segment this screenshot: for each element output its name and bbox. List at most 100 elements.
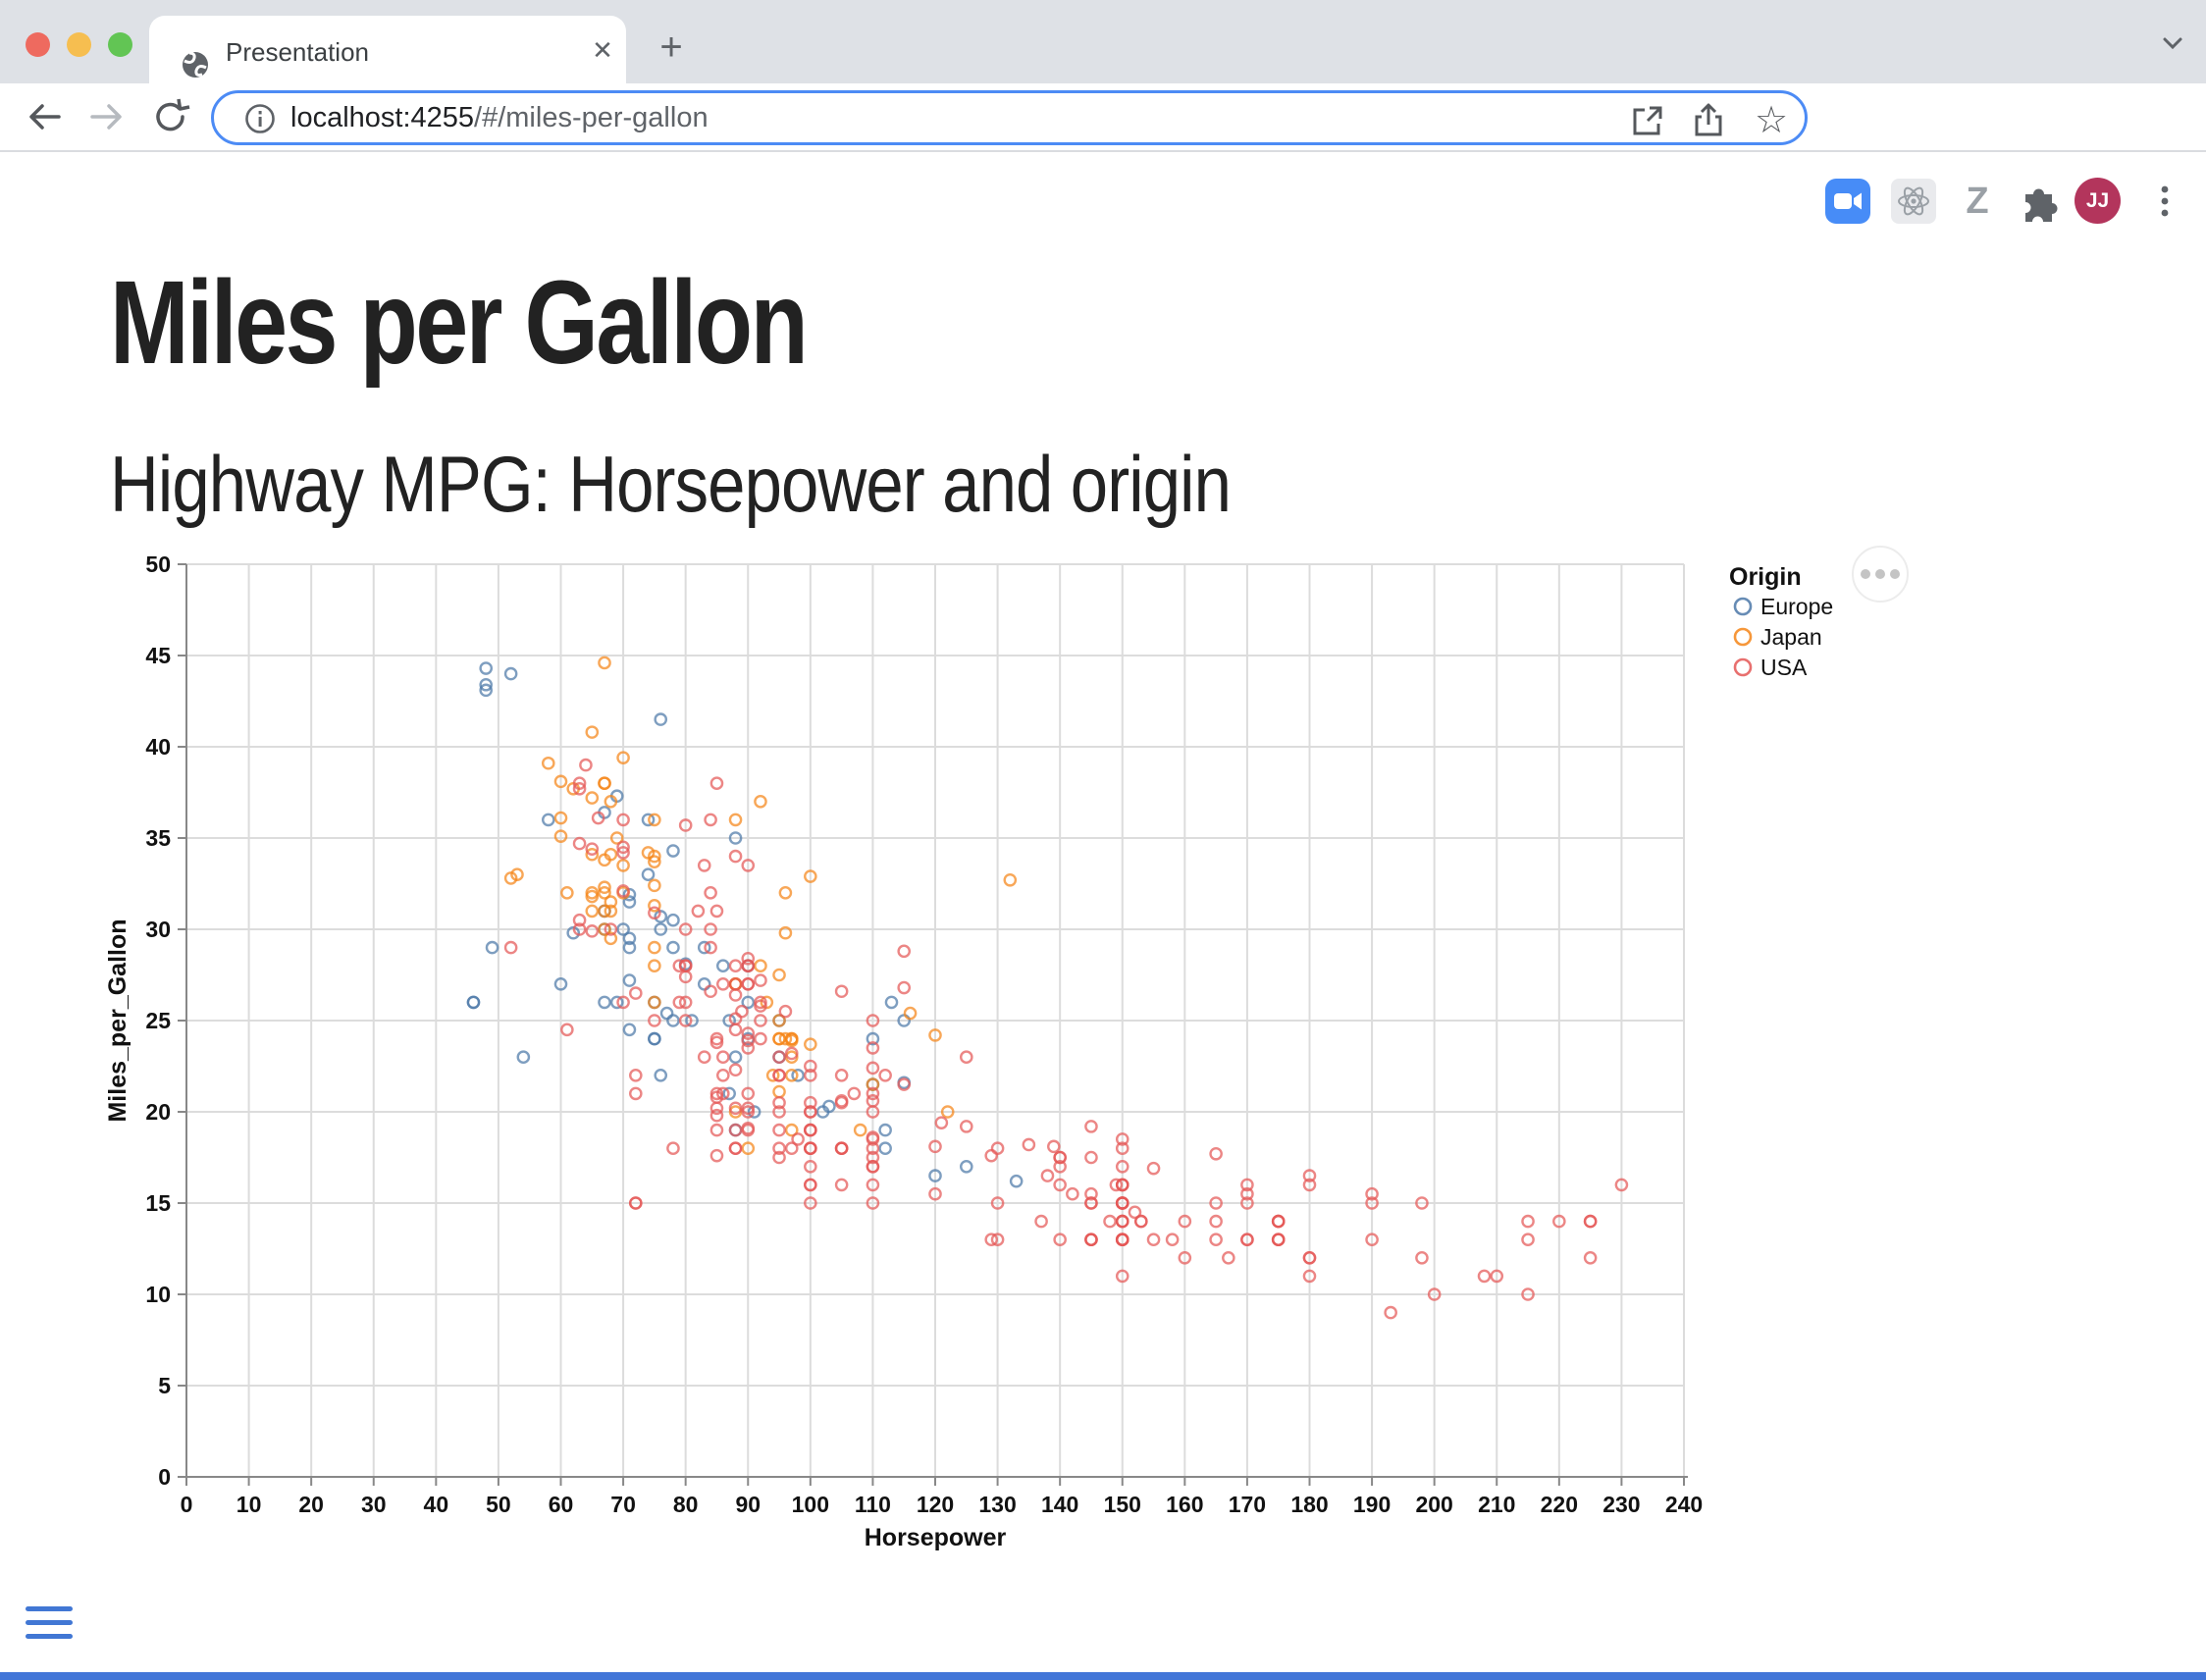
data-point-usa xyxy=(1146,1233,1161,1247)
data-point-usa xyxy=(709,1148,724,1163)
data-point-usa xyxy=(804,1196,817,1210)
data-point-japan xyxy=(598,904,611,919)
data-point-usa xyxy=(1047,1139,1061,1154)
zotero-extension-icon[interactable]: Z xyxy=(1966,181,1989,222)
data-point-usa xyxy=(1365,1186,1379,1201)
data-point-usa xyxy=(1134,1214,1148,1229)
data-point-usa xyxy=(1115,1178,1129,1192)
data-point-usa xyxy=(629,1086,643,1101)
data-point-usa xyxy=(934,1116,949,1129)
data-point-europe xyxy=(541,813,555,827)
data-point-usa xyxy=(772,1095,786,1110)
back-button[interactable] xyxy=(18,83,73,150)
data-point-europe xyxy=(666,844,680,858)
presentation-progress-bar[interactable] xyxy=(0,1672,2206,1680)
chevron-down-icon[interactable] xyxy=(2155,29,2190,57)
open-in-new-icon[interactable] xyxy=(1628,101,1667,140)
data-point-japan xyxy=(772,1084,786,1099)
y-tick-label: 35 xyxy=(145,825,171,851)
data-point-usa xyxy=(1053,1160,1067,1174)
data-point-usa xyxy=(728,1123,743,1137)
tab-strip: Presentation ✕ + xyxy=(0,0,2206,84)
data-point-usa xyxy=(666,1141,680,1156)
data-point-usa xyxy=(1415,1196,1429,1210)
dot xyxy=(1861,569,1870,579)
x-tick-label: 230 xyxy=(1602,1492,1640,1517)
x-tick-label: 110 xyxy=(855,1492,891,1517)
reload-button[interactable] xyxy=(143,83,198,150)
close-window-button[interactable] xyxy=(26,32,50,57)
data-point-usa xyxy=(741,976,756,991)
data-point-usa xyxy=(704,922,717,936)
data-point-usa xyxy=(572,922,587,936)
data-point-europe xyxy=(878,1141,892,1156)
info-icon[interactable] xyxy=(243,102,277,135)
data-point-europe xyxy=(641,813,656,827)
slide-menu-button[interactable] xyxy=(26,1606,73,1648)
data-point-usa xyxy=(1178,1251,1192,1265)
data-point-usa xyxy=(1165,1233,1180,1247)
profile-avatar[interactable]: JJ xyxy=(2075,178,2121,224)
data-point-usa xyxy=(1271,1233,1286,1247)
zoom-extension-icon[interactable] xyxy=(1825,179,1870,224)
data-point-europe xyxy=(479,683,494,698)
url-path: /#/miles-per-gallon xyxy=(474,102,709,133)
data-point-europe xyxy=(697,940,711,955)
data-point-usa xyxy=(572,836,587,851)
data-point-usa xyxy=(928,1139,942,1154)
close-tab-icon[interactable]: ✕ xyxy=(592,35,613,65)
y-tick-label: 5 xyxy=(158,1373,171,1398)
data-point-usa xyxy=(741,951,756,966)
data-point-usa xyxy=(616,995,630,1010)
bookmark-star-icon[interactable]: ☆ xyxy=(1754,100,1789,141)
data-point-japan xyxy=(585,725,600,739)
data-point-usa xyxy=(697,1050,711,1065)
data-point-japan xyxy=(585,791,600,805)
share-icon[interactable] xyxy=(1689,101,1728,140)
x-tick-label: 20 xyxy=(298,1492,324,1517)
data-point-europe xyxy=(479,677,494,692)
data-point-usa xyxy=(678,922,693,936)
data-point-usa xyxy=(709,1090,724,1104)
y-tick-label: 25 xyxy=(145,1008,171,1033)
url-text: localhost:4255/#/miles-per-gallon xyxy=(290,102,709,134)
data-point-usa xyxy=(616,840,630,855)
data-point-usa xyxy=(728,976,743,991)
new-tab-button[interactable]: + xyxy=(659,26,683,69)
data-point-usa xyxy=(1115,1196,1129,1210)
data-point-europe xyxy=(741,995,756,1010)
data-point-usa xyxy=(1614,1178,1629,1192)
data-point-usa xyxy=(897,1077,912,1091)
data-point-usa xyxy=(648,1014,661,1027)
tab-presentation[interactable]: Presentation ✕ xyxy=(149,16,626,84)
data-point-europe xyxy=(666,913,680,927)
data-point-japan xyxy=(553,829,568,843)
data-point-japan xyxy=(648,899,661,913)
data-point-europe xyxy=(728,831,743,845)
fullscreen-window-button[interactable] xyxy=(108,32,132,57)
data-point-usa xyxy=(834,1069,849,1082)
data-point-usa xyxy=(878,1069,892,1082)
data-point-usa xyxy=(572,776,587,790)
data-point-usa xyxy=(772,1050,786,1065)
react-devtools-extension-icon[interactable] xyxy=(1891,179,1936,224)
url-bar[interactable]: localhost:4255/#/miles-per-gallon ☆ xyxy=(211,90,1808,145)
url-host: localhost:4255 xyxy=(290,102,475,133)
data-point-usa xyxy=(678,970,693,984)
data-point-usa xyxy=(772,1105,786,1119)
data-point-japan xyxy=(648,995,661,1010)
data-point-europe xyxy=(866,1031,880,1046)
data-point-usa xyxy=(804,1178,817,1192)
data-point-usa xyxy=(704,885,717,900)
chart-actions-button[interactable] xyxy=(1852,546,1909,603)
data-point-usa xyxy=(741,1033,756,1048)
data-point-japan xyxy=(648,959,661,973)
data-point-usa xyxy=(735,1004,749,1019)
forward-button[interactable] xyxy=(79,83,133,150)
data-point-japan xyxy=(585,847,600,862)
x-tick-label: 170 xyxy=(1229,1492,1266,1517)
minimize-window-button[interactable] xyxy=(67,32,91,57)
browser-menu-kebab-icon[interactable] xyxy=(2145,179,2184,224)
extensions-puzzle-icon[interactable] xyxy=(2018,179,2061,224)
data-point-usa xyxy=(866,1061,880,1076)
